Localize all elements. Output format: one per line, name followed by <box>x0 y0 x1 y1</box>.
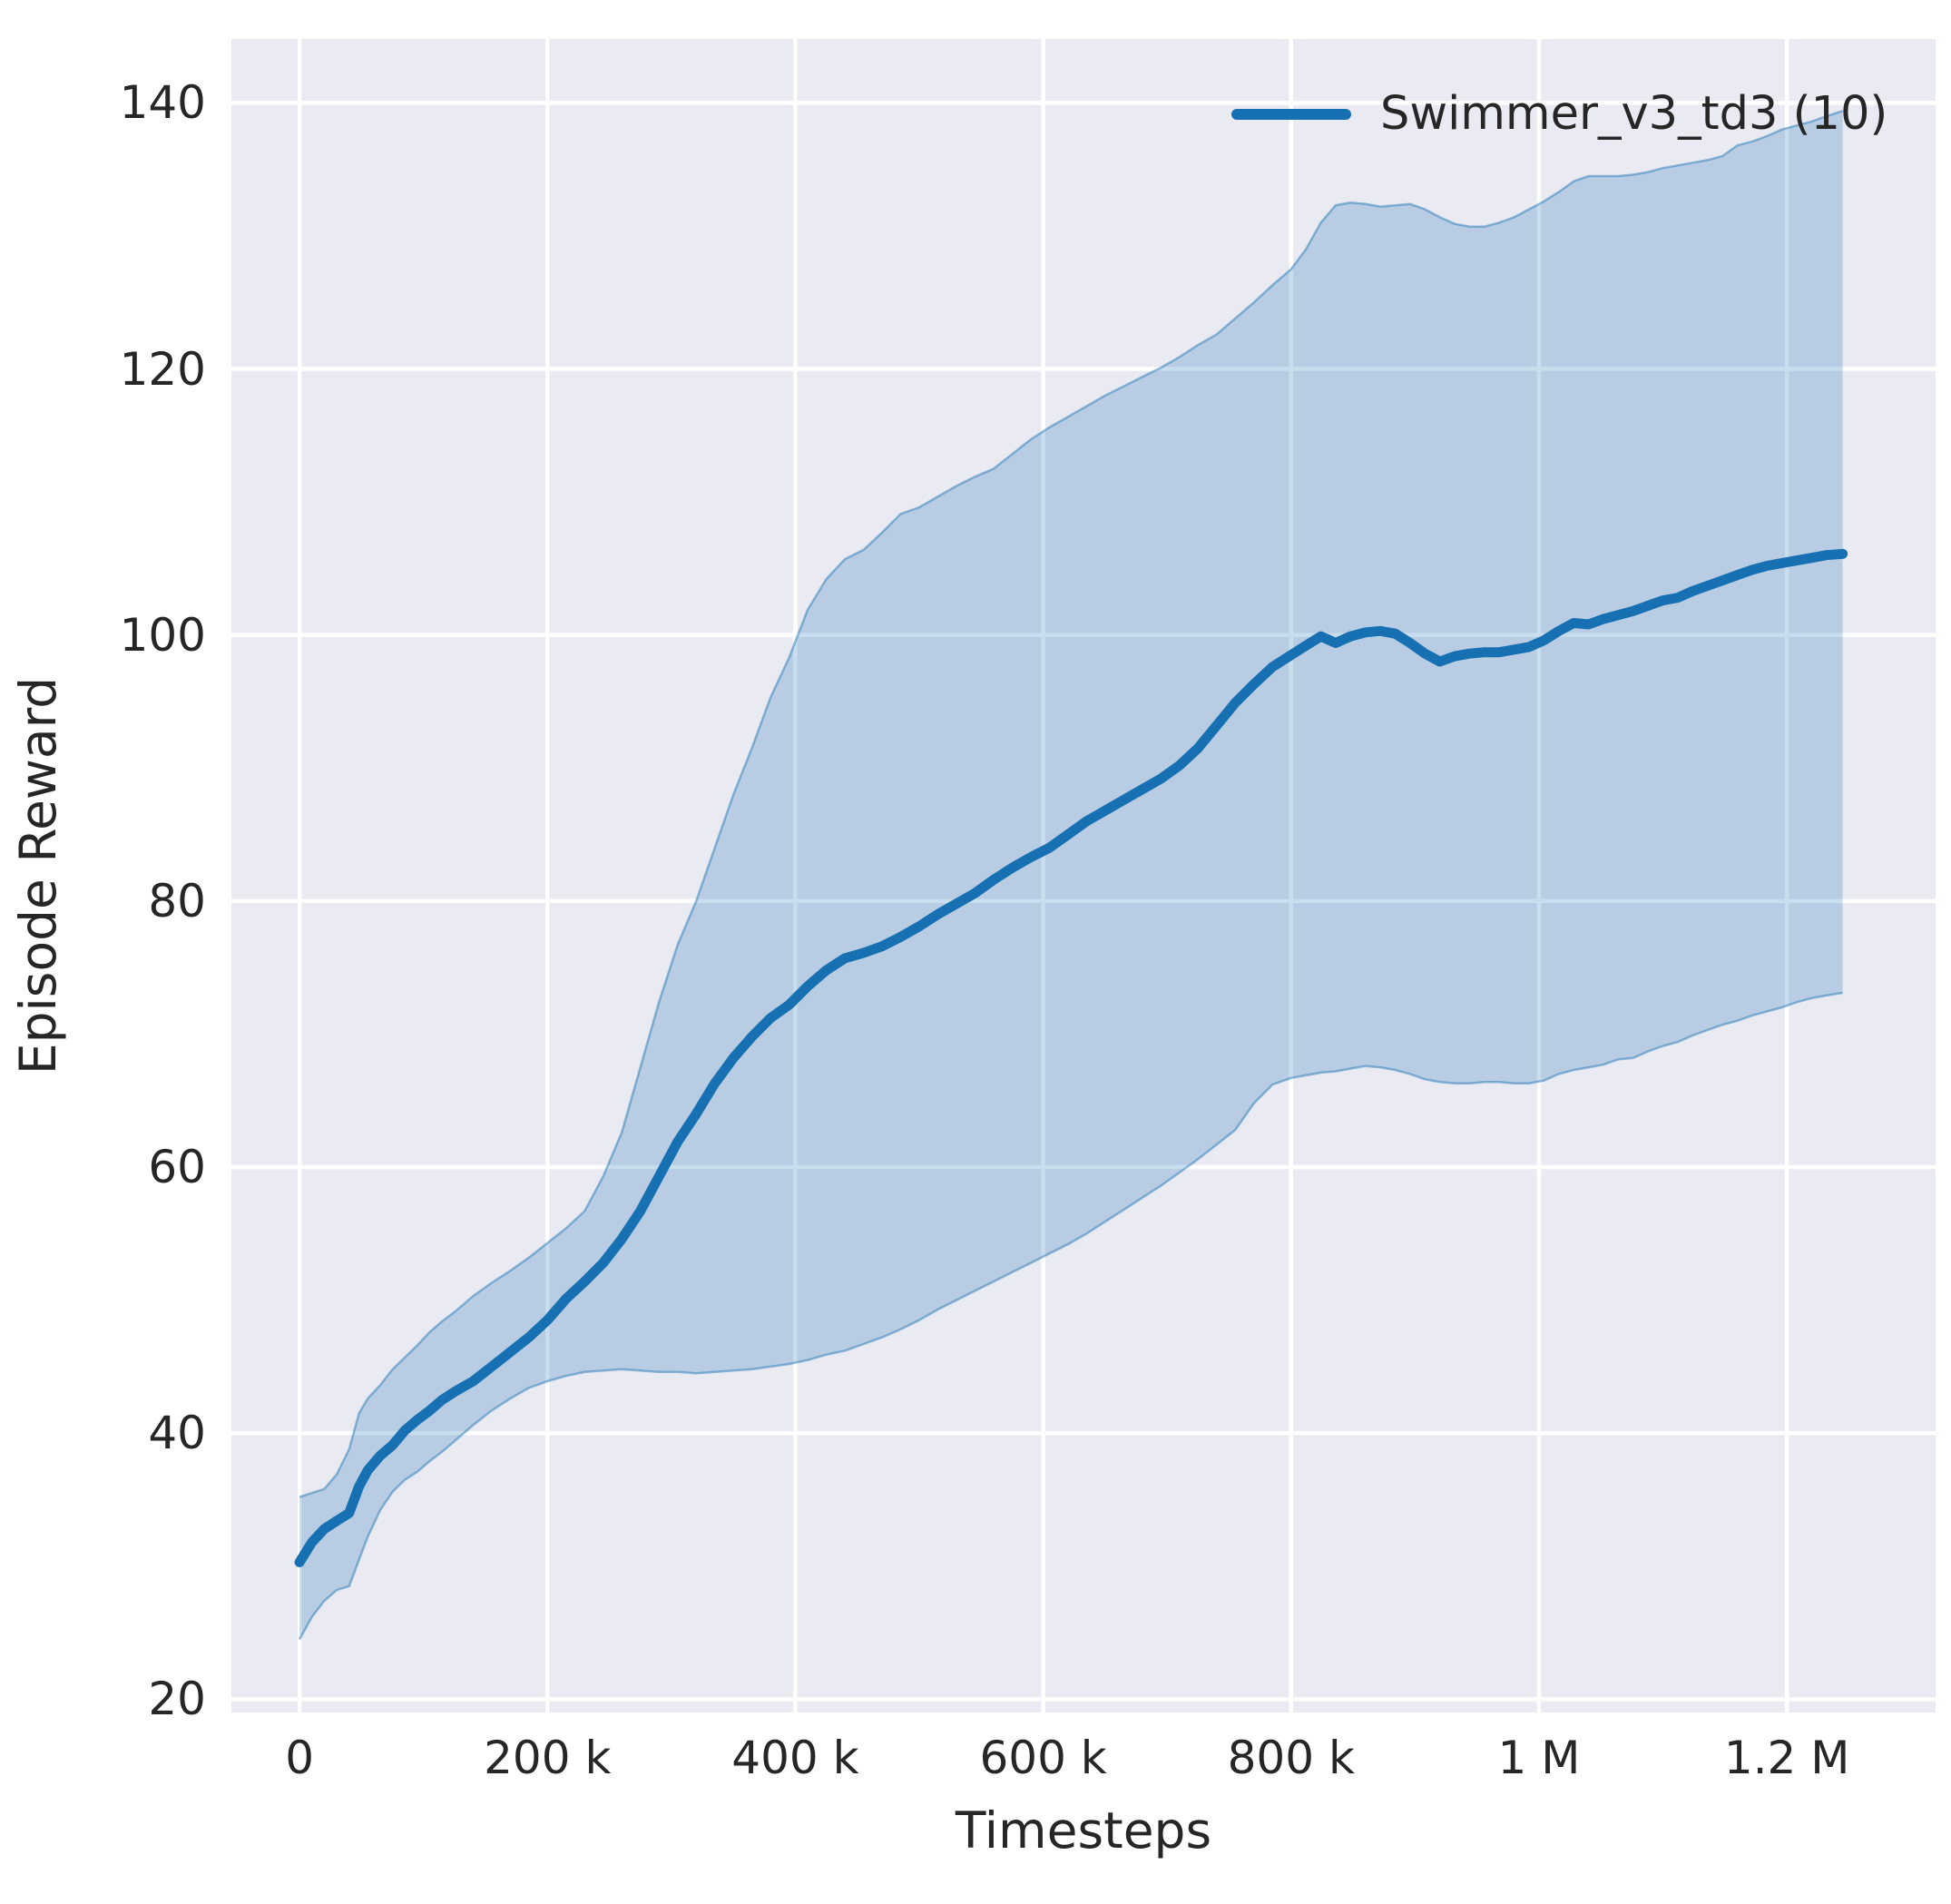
x-tick-label: 600 k <box>979 1732 1107 1784</box>
legend-series-label: Swimmer_v3_td3 (10) <box>1380 87 1888 141</box>
y-tick-label: 80 <box>148 874 206 927</box>
x-tick-label: 0 <box>285 1732 315 1784</box>
x-axis-label: Timesteps <box>955 1801 1212 1860</box>
y-tick-label: 140 <box>119 76 206 130</box>
band-lower-edge <box>299 991 1843 1641</box>
y-tick-label: 60 <box>148 1141 206 1193</box>
plot-area <box>231 39 1936 1713</box>
y-tick-label: 100 <box>119 608 206 662</box>
x-tick-label: 1 M <box>1497 1732 1581 1784</box>
x-tick-label: 800 k <box>1227 1732 1355 1784</box>
x-tick-label: 200 k <box>484 1732 612 1784</box>
band-upper-edge <box>299 110 1843 1498</box>
y-tick-label: 120 <box>119 342 206 396</box>
y-axis-label: Episode Reward <box>9 676 67 1075</box>
y-tick-label: 40 <box>148 1407 206 1460</box>
legend: Swimmer_v3_td3 (10) <box>1231 87 1887 142</box>
y-tick-label: 20 <box>148 1673 206 1726</box>
mean-line <box>294 548 1848 1567</box>
legend-line-sample <box>1231 109 1351 120</box>
chart-canvas <box>231 39 1936 1713</box>
confidence-band <box>299 111 1843 1640</box>
x-tick-label: 400 k <box>731 1732 859 1784</box>
x-tick-label: 1.2 M <box>1723 1732 1850 1784</box>
